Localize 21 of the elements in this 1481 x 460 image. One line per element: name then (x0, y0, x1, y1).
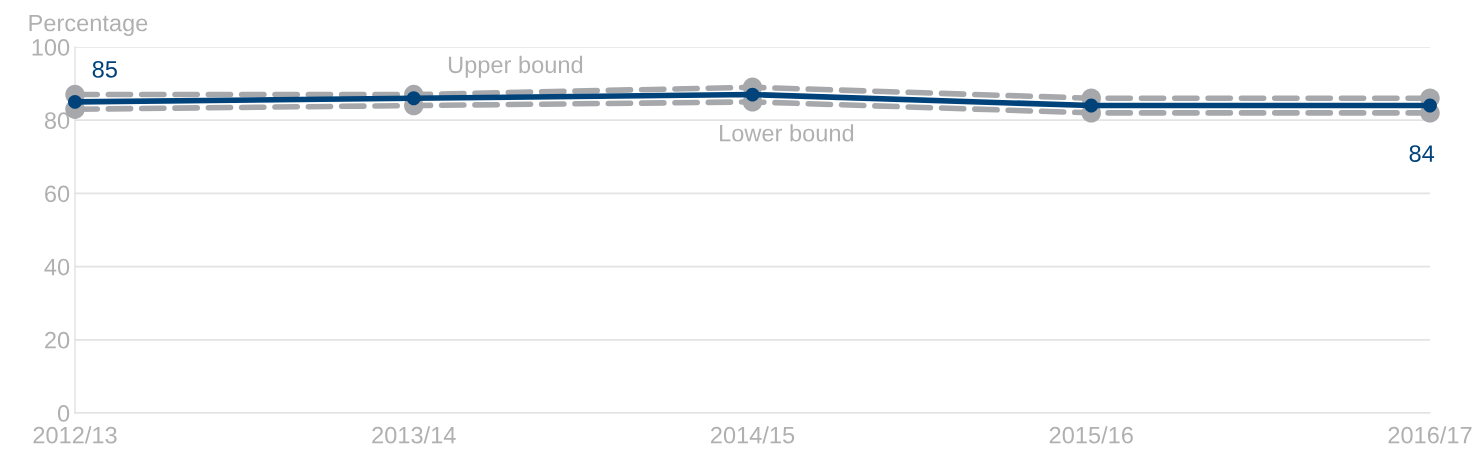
point (1084, 98, 1099, 113)
y-tick-label: 0 (57, 405, 70, 422)
y-axis-title: Percentage (29, 14, 148, 37)
x-tick-label: 2015/16 (1049, 426, 1133, 444)
y-tick-label: 80 (44, 112, 70, 129)
point (1423, 98, 1437, 113)
x-tick-label: 2014/15 (711, 426, 795, 444)
y-tick-label: 40 (44, 258, 70, 276)
point (406, 91, 421, 106)
point (68, 94, 82, 109)
x-tick-label: 2012/13 (33, 426, 117, 444)
data-label: 84 (1409, 145, 1435, 162)
x-tick-label: 2016/17 (1388, 426, 1472, 444)
data-label: 85 (92, 60, 117, 78)
y-tick-label: 20 (45, 331, 70, 349)
point (745, 87, 760, 102)
y-tick-label: 100 (32, 39, 70, 56)
series-label: Upper bound (448, 55, 583, 78)
series-label: Lower bound (720, 124, 854, 142)
y-tick-label: 60 (45, 185, 70, 203)
x-tick-label: 2013/14 (372, 426, 456, 444)
